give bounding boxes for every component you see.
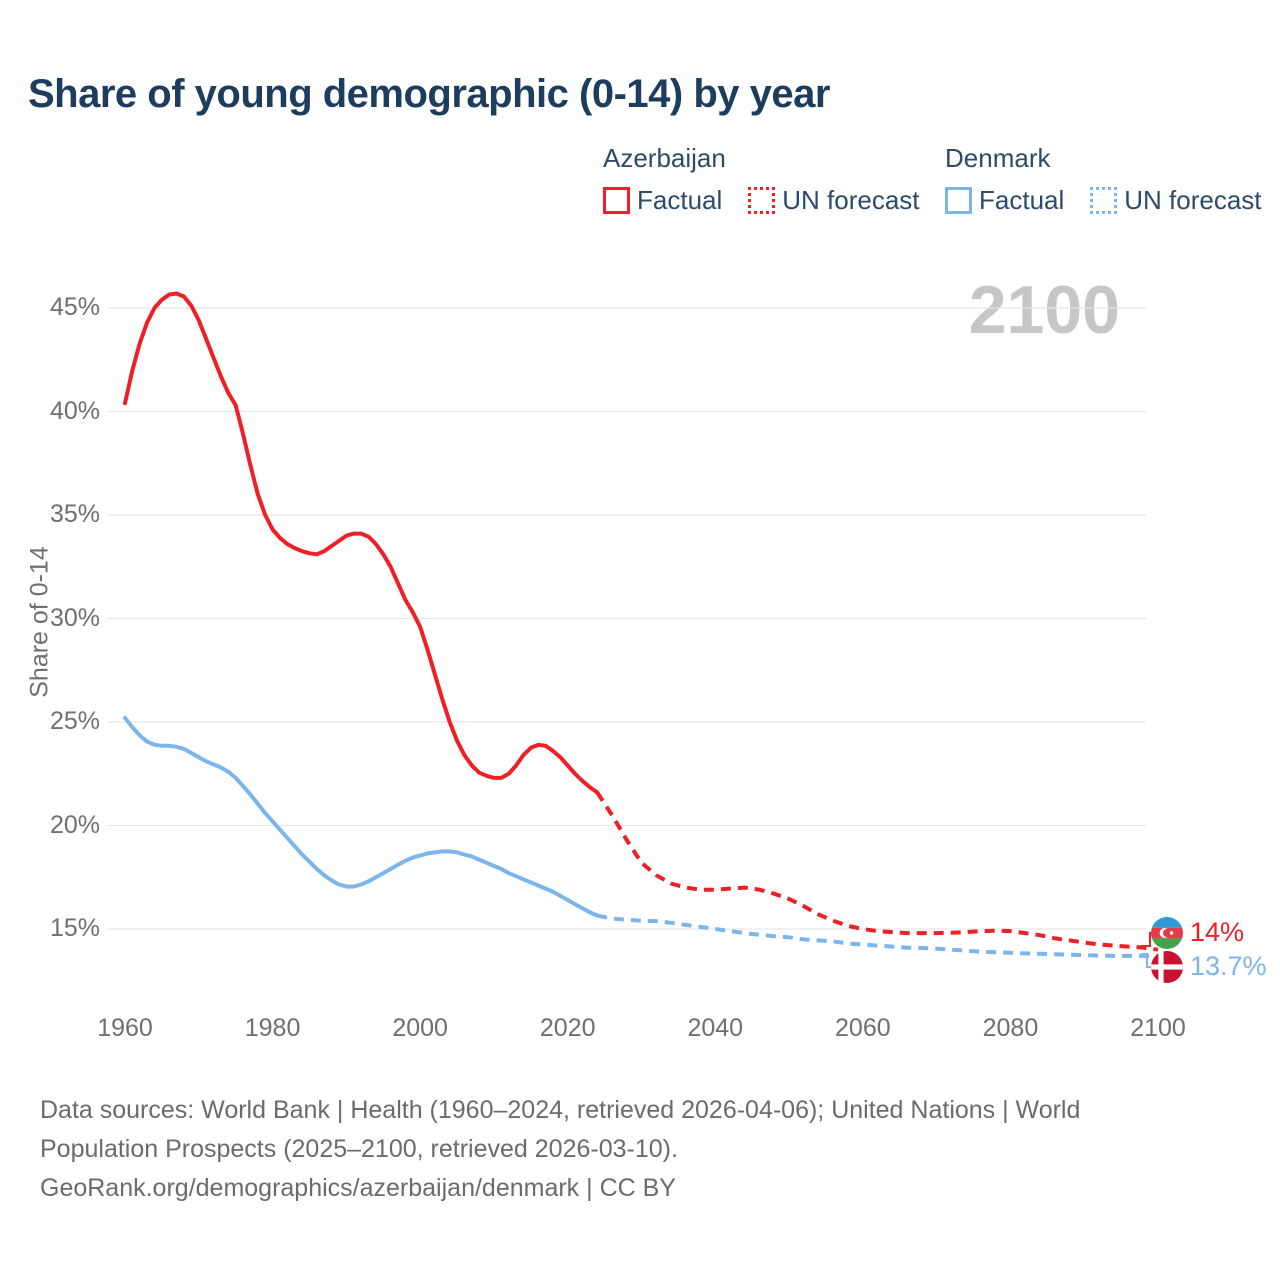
- y-tick-label: 25%: [49, 707, 100, 735]
- x-tick-label: 2080: [982, 1014, 1039, 1042]
- legend-item-label: UN forecast: [1124, 185, 1262, 215]
- x-tick-label: 1960: [97, 1014, 153, 1042]
- footer-line: Population Prospects (2025–2100, retriev…: [40, 1135, 678, 1163]
- legend-group-label: Azerbaijan: [603, 143, 726, 173]
- legend-item-label: UN forecast: [782, 185, 920, 215]
- y-tick-label: 45%: [49, 293, 100, 321]
- footer-line: GeoRank.org/demographics/azerbaijan/denm…: [40, 1174, 676, 1202]
- footer-line: Data sources: World Bank | Health (1960–…: [40, 1096, 1081, 1124]
- x-tick-label: 1980: [244, 1014, 301, 1042]
- dotted-line-swatch-icon: [748, 187, 776, 214]
- y-tick-label: 35%: [49, 500, 100, 528]
- series-line-denmark-factual: [123, 715, 600, 918]
- denmark-flag-icon: [1151, 951, 1183, 983]
- series-line-azerbaijan-factual: [123, 291, 600, 795]
- legend-item-label: Factual: [979, 185, 1065, 215]
- x-tick-label: 2040: [687, 1014, 744, 1042]
- y-tick-label: 15%: [49, 914, 100, 942]
- watermark-year: 2100: [968, 272, 1120, 348]
- solid-line-swatch-icon: [945, 187, 972, 214]
- y-tick-label: 40%: [49, 396, 100, 425]
- legend-item-azerbaijan-forecast[interactable]: UN forecast: [748, 185, 920, 216]
- azerbaijan-flag-icon: [1151, 917, 1183, 949]
- legend-group-label: Denmark: [945, 143, 1051, 173]
- legend-item-label: Factual: [637, 185, 723, 215]
- x-tick-label: 2000: [392, 1014, 448, 1042]
- series-line-denmark-un-forecast: [596, 913, 1158, 958]
- azerbaijan-end-value: 14%: [1190, 917, 1245, 947]
- legend-item-denmark-forecast[interactable]: UN forecast: [1090, 185, 1262, 216]
- footer-attribution: Data sources: World Bank | Health (1960–…: [40, 1091, 1080, 1208]
- legend-item-denmark-factual[interactable]: Factual: [945, 185, 1064, 216]
- legend-group-azerbaijan: Azerbaijan Factual UN forecast: [603, 143, 920, 216]
- y-tick-label: 30%: [49, 603, 100, 632]
- x-tick-label: 2100: [1130, 1014, 1186, 1042]
- x-tick-label: 2020: [539, 1014, 596, 1042]
- solid-line-swatch-icon: [603, 187, 630, 214]
- x-tick-label: 2060: [835, 1014, 891, 1042]
- series-line-azerbaijan-un-forecast: [595, 791, 1159, 952]
- y-tick-label: 20%: [49, 810, 100, 839]
- legend-group-denmark: Denmark Factual UN forecast: [945, 143, 1262, 216]
- legend-item-azerbaijan-factual[interactable]: Factual: [603, 185, 722, 216]
- denmark-end-value: 13.7%: [1190, 951, 1267, 981]
- page-title: Share of young demographic (0-14) by yea…: [28, 72, 830, 116]
- denmark-connector: [1141, 953, 1153, 968]
- dotted-line-swatch-icon: [1090, 187, 1118, 214]
